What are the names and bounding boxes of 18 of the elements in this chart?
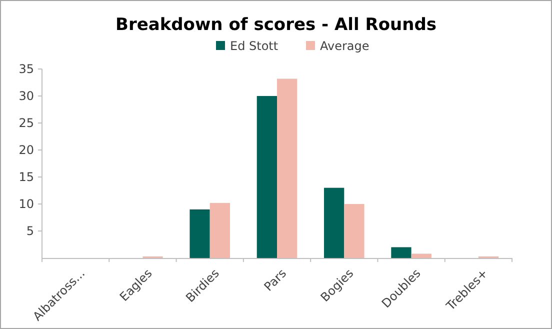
y-tick-label: 10 — [18, 197, 34, 212]
y-tick-label: 20 — [18, 143, 34, 158]
legend-label: Ed Stott — [230, 39, 278, 53]
bar — [277, 78, 298, 258]
chart-title: Breakdown of scores - All Rounds — [115, 15, 437, 35]
y-tick-label: 5 — [26, 224, 34, 238]
y-tick-label: 35 — [18, 62, 34, 76]
y-tick-label: 30 — [18, 89, 34, 104]
y-tick-label: 25 — [18, 116, 34, 130]
bar — [391, 247, 412, 258]
y-tick-label: 15 — [18, 170, 34, 184]
legend-label: Average — [320, 39, 370, 53]
bar — [256, 96, 277, 258]
bar — [411, 254, 432, 258]
bar — [324, 188, 344, 258]
bar — [190, 209, 210, 258]
bar — [344, 204, 364, 258]
bar — [210, 202, 230, 258]
